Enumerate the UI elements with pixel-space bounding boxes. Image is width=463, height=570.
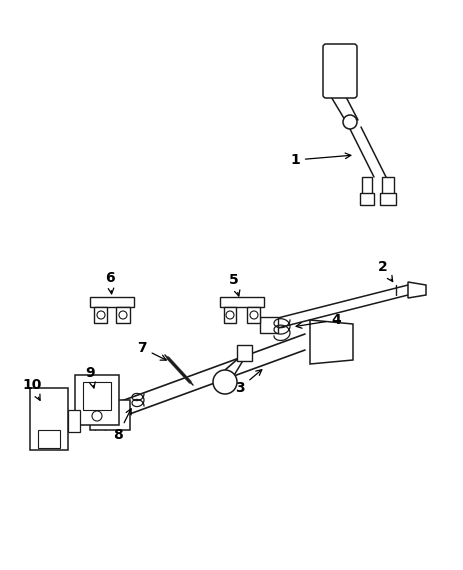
Text: 6: 6 (105, 271, 114, 294)
Polygon shape (83, 382, 111, 410)
Polygon shape (237, 345, 251, 361)
Circle shape (119, 311, 127, 319)
Text: 7: 7 (137, 341, 166, 360)
Polygon shape (116, 307, 130, 323)
Text: 1: 1 (289, 153, 350, 167)
Circle shape (225, 311, 233, 319)
Polygon shape (381, 177, 393, 199)
Circle shape (103, 408, 117, 422)
Polygon shape (94, 307, 107, 323)
Circle shape (213, 370, 237, 394)
Polygon shape (90, 297, 134, 307)
Text: 3: 3 (235, 370, 261, 395)
Circle shape (92, 411, 102, 421)
Text: 8: 8 (113, 409, 131, 442)
Polygon shape (359, 193, 373, 205)
Polygon shape (407, 282, 425, 298)
Polygon shape (259, 317, 277, 333)
Polygon shape (361, 177, 371, 199)
Text: 10: 10 (22, 378, 42, 400)
Polygon shape (75, 375, 119, 425)
Text: 5: 5 (229, 273, 239, 296)
Circle shape (97, 311, 105, 319)
Polygon shape (30, 388, 68, 450)
Polygon shape (224, 307, 236, 323)
Text: 2: 2 (377, 260, 392, 282)
Polygon shape (38, 430, 60, 448)
Polygon shape (90, 400, 130, 430)
Polygon shape (68, 410, 80, 432)
Polygon shape (379, 193, 395, 205)
FancyBboxPatch shape (322, 44, 356, 98)
Polygon shape (246, 307, 259, 323)
Circle shape (250, 311, 257, 319)
Text: 9: 9 (85, 366, 95, 388)
Text: 4: 4 (295, 313, 340, 328)
Polygon shape (309, 320, 352, 364)
Polygon shape (219, 297, 263, 307)
Circle shape (342, 115, 356, 129)
